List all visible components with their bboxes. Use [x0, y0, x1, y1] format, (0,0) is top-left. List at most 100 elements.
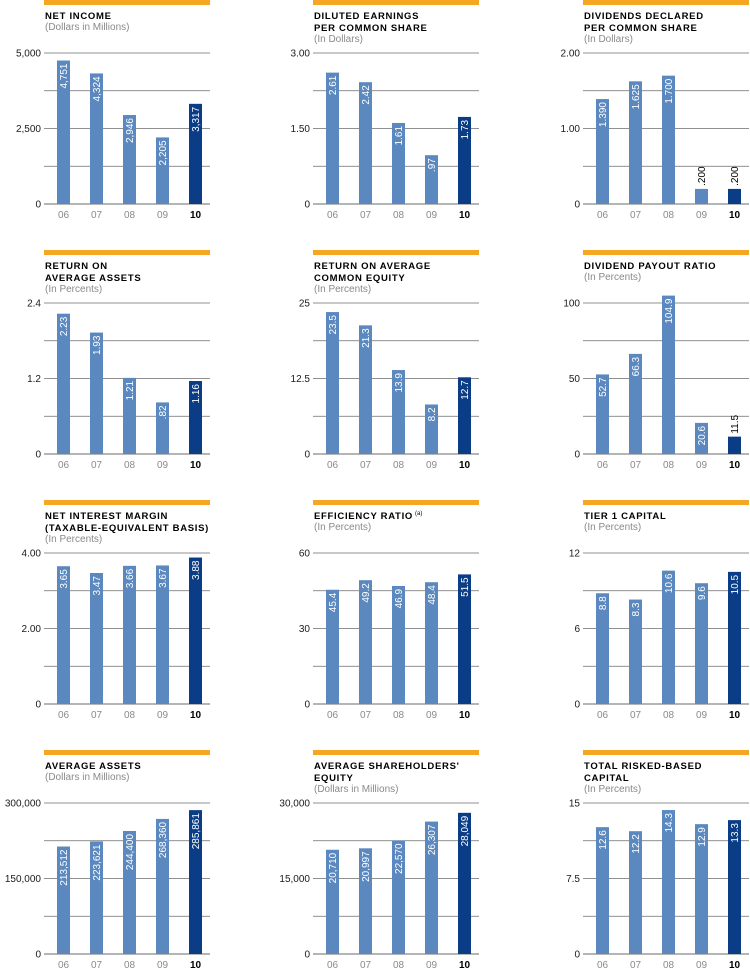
chart-subtitle: (Dollars in Millions) [314, 784, 398, 795]
chart-title-line: (TAXABLE-EQUIVALENT BASIS) [45, 523, 209, 534]
bar-value-label: 21.3 [361, 328, 372, 348]
bar-value-label: 1.93 [92, 335, 103, 355]
bar-09 [156, 818, 169, 954]
x-category-label: 06 [58, 710, 70, 721]
bar-value-label: 223,621 [92, 844, 103, 881]
bar-value-label: 3.88 [191, 560, 202, 580]
x-category-label: 09 [426, 210, 438, 221]
bar-10 [189, 381, 202, 454]
chart-title-line: TIER 1 CAPITAL [584, 511, 666, 522]
bar-value-label: 3.47 [92, 576, 103, 596]
x-category-label: 10 [459, 460, 471, 471]
bar-value-label: .97 [427, 158, 438, 172]
bar-09 [695, 188, 708, 204]
chart-subtitle: (In Percents) [45, 534, 102, 545]
y-tick-label: 1.2 [27, 374, 41, 385]
bar-value-label: 10.5 [730, 574, 741, 594]
bar-value-label: 10.6 [664, 573, 675, 593]
bar-10 [458, 377, 471, 454]
bar-10 [458, 116, 471, 204]
bar-09 [695, 583, 708, 704]
bar-value-label: 20,997 [361, 851, 372, 882]
bar-value-label: 3.66 [125, 568, 136, 588]
chart-title-line: PER COMMON SHARE [314, 23, 428, 34]
accent-bar [313, 750, 479, 755]
accent-bar [44, 0, 210, 5]
x-category-label: 07 [360, 460, 372, 471]
x-category-label: 10 [190, 460, 202, 471]
bar-value-label: 23.5 [328, 315, 339, 335]
bar-value-label: 49.2 [361, 583, 372, 603]
bar-value-label: 8.2 [427, 407, 438, 421]
chart-title-line: AVERAGE SHAREHOLDERS' [314, 761, 460, 772]
y-tick-label: 2.4 [27, 299, 41, 310]
x-category-label: 10 [190, 960, 202, 971]
x-category-label: 08 [124, 460, 136, 471]
x-category-label: 09 [426, 710, 438, 721]
y-tick-label: 0 [35, 950, 41, 961]
bar-06 [596, 374, 609, 454]
chart-panel-8: EFFICIENCY RATIO (a) (In Percents) 60 30 0 45.… [299, 500, 479, 721]
bar-06 [596, 827, 609, 954]
y-tick-label: 30 [299, 624, 311, 635]
y-tick-label: 1.00 [561, 124, 581, 135]
bar-value-label: 1.73 [460, 119, 471, 139]
bar-06 [596, 593, 609, 704]
bar-value-label: 4,751 [59, 63, 70, 88]
x-category-label: 10 [729, 460, 741, 471]
x-category-label: 07 [630, 710, 642, 721]
bar-10 [728, 436, 741, 454]
y-tick-label: 0 [304, 950, 310, 961]
bar-07 [90, 841, 103, 954]
bar-value-label: 11.5 [730, 414, 741, 433]
chart-panel-1: NET INCOME(Dollars in Millions) 5,000 2,50… [16, 0, 210, 221]
chart-subtitle: (In Percents) [314, 522, 371, 533]
bar-value-label: 8.8 [598, 596, 609, 610]
bar-value-label: 213,512 [59, 849, 70, 886]
y-tick-label: 30,000 [279, 799, 310, 810]
x-category-label: 08 [393, 210, 405, 221]
y-tick-label: 12 [569, 549, 581, 560]
bar-value-label: 13.3 [730, 823, 741, 843]
bar-value-label: 12.9 [697, 827, 708, 847]
chart-title-line: EQUITY [314, 773, 354, 784]
x-category-label: 07 [91, 710, 103, 721]
x-category-label: 10 [729, 210, 741, 221]
bar-value-label: 8.3 [631, 602, 642, 616]
bar-09 [425, 155, 438, 204]
bar-06 [57, 313, 70, 454]
accent-bar [583, 500, 749, 505]
x-category-label: 07 [360, 710, 372, 721]
bar-06 [57, 846, 70, 954]
bar-value-label: 3.67 [158, 568, 169, 588]
bar-value-label: 28,049 [460, 815, 471, 846]
chart-title-line: DIVIDEND PAYOUT RATIO [584, 261, 716, 272]
y-tick-label: 300,000 [5, 799, 42, 810]
bar-06 [326, 849, 339, 954]
x-category-label: 06 [597, 960, 609, 971]
bar-09 [425, 404, 438, 454]
bar-09 [156, 565, 169, 704]
x-category-label: 09 [157, 710, 169, 721]
bar-09 [156, 137, 169, 204]
chart-panel-10: AVERAGE ASSETS(Dollars in Millions) 300,0… [5, 750, 210, 971]
chart-title-line: NET INTEREST MARGIN [45, 511, 168, 522]
bar-07 [629, 353, 642, 454]
x-category-label: 08 [663, 210, 675, 221]
x-category-label: 06 [327, 960, 339, 971]
bar-value-label: 4,324 [92, 76, 103, 101]
accent-bar [313, 0, 479, 5]
y-tick-label: 5,000 [16, 49, 41, 60]
bar-08 [662, 295, 675, 454]
bar-value-label: 1.61 [394, 126, 405, 146]
y-tick-label: 0 [574, 700, 580, 711]
bar-value-label: 22,570 [394, 843, 405, 874]
y-tick-label: 25 [299, 299, 311, 310]
x-category-label: 09 [426, 960, 438, 971]
bar-value-label: 13.9 [394, 373, 405, 393]
chart-subtitle: (In Percents) [584, 272, 641, 283]
bar-value-label: 1.700 [664, 78, 675, 103]
